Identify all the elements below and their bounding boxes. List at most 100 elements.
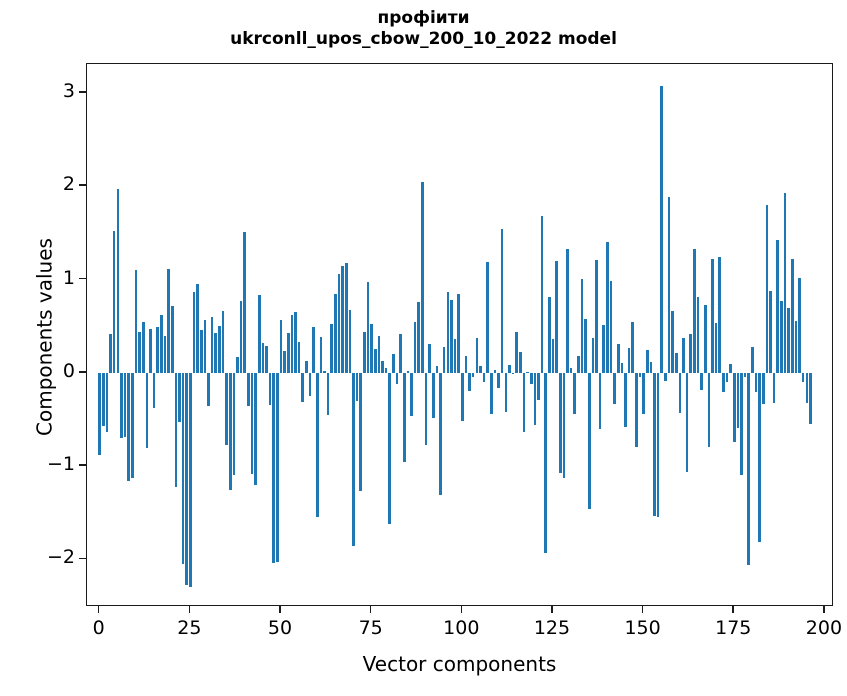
x-tick-mark xyxy=(823,606,825,613)
bar xyxy=(776,240,780,373)
bar xyxy=(660,86,664,373)
bar xyxy=(729,364,732,373)
bar xyxy=(696,297,700,373)
bar xyxy=(671,311,674,373)
y-tick-label: 2 xyxy=(62,173,75,196)
bar xyxy=(228,372,232,491)
bar xyxy=(312,327,315,373)
chart-title: профіити ukrconll_upos_cbow_200_10_2022 … xyxy=(0,8,847,50)
bar xyxy=(442,346,446,373)
bar xyxy=(279,319,283,373)
bar xyxy=(656,372,660,518)
bar xyxy=(653,372,656,516)
bar xyxy=(511,372,515,374)
bar xyxy=(323,370,326,373)
bar xyxy=(247,372,250,407)
bar xyxy=(406,370,410,373)
bar xyxy=(805,372,809,403)
y-tick-mark xyxy=(79,464,86,466)
x-tick-label: 125 xyxy=(533,617,571,639)
bar xyxy=(772,372,776,403)
bar xyxy=(515,331,518,373)
bar xyxy=(642,372,645,414)
bar xyxy=(214,332,218,373)
bar xyxy=(149,328,152,373)
bar xyxy=(410,372,413,416)
bar xyxy=(435,366,439,373)
bar xyxy=(225,372,228,445)
bar xyxy=(102,372,105,426)
bar xyxy=(627,347,631,373)
y-tick-label: 1 xyxy=(62,266,75,289)
bar xyxy=(315,372,319,518)
y-tick-mark xyxy=(79,557,86,560)
bar xyxy=(758,372,761,542)
bar xyxy=(355,372,359,401)
bar xyxy=(674,353,678,373)
bar xyxy=(769,290,772,373)
bar xyxy=(189,372,192,588)
bar xyxy=(330,324,334,373)
bar xyxy=(548,297,551,373)
bar xyxy=(493,370,497,373)
bar xyxy=(174,372,178,487)
x-tick-mark xyxy=(460,606,463,613)
y-tick-label: 0 xyxy=(62,359,75,382)
bar xyxy=(703,304,707,373)
bar xyxy=(163,335,167,373)
bar xyxy=(468,372,471,391)
x-tick-mark xyxy=(188,606,191,613)
x-tick-mark xyxy=(732,606,735,613)
bar xyxy=(780,300,783,373)
bar xyxy=(257,295,261,373)
bar xyxy=(504,372,508,412)
bar xyxy=(319,337,323,373)
y-tick-mark xyxy=(79,277,86,280)
bar xyxy=(203,319,207,373)
bar xyxy=(638,372,642,378)
bar xyxy=(616,343,620,373)
bar xyxy=(334,293,337,373)
bar xyxy=(105,372,109,432)
bar xyxy=(490,372,493,414)
bar xyxy=(598,372,602,429)
bar xyxy=(790,258,794,373)
bar xyxy=(798,277,801,373)
bar xyxy=(109,333,112,373)
bar xyxy=(127,372,130,482)
bar xyxy=(649,361,653,373)
bar xyxy=(631,322,635,373)
bar xyxy=(587,372,591,510)
bar xyxy=(392,354,395,373)
bar xyxy=(250,372,254,474)
bar xyxy=(326,372,330,415)
bar xyxy=(116,189,120,373)
bar xyxy=(210,316,214,373)
x-axis-label: Vector components xyxy=(362,652,557,676)
x-tick-mark xyxy=(641,606,644,613)
bar xyxy=(112,231,116,373)
bar xyxy=(424,372,428,445)
bar xyxy=(500,229,504,373)
bar xyxy=(591,338,595,373)
bar xyxy=(453,339,457,373)
bar xyxy=(428,343,431,373)
bar xyxy=(384,368,388,373)
bar xyxy=(573,372,577,414)
x-tick-label: 200 xyxy=(805,617,843,639)
bar xyxy=(134,270,138,373)
bar xyxy=(131,372,134,479)
bar xyxy=(685,372,689,472)
x-tick-label: 100 xyxy=(443,617,480,639)
bar xyxy=(236,356,239,373)
plot-axes xyxy=(86,63,833,606)
bar xyxy=(276,372,279,563)
bar xyxy=(341,265,344,373)
bar xyxy=(283,351,286,373)
bar xyxy=(479,366,482,373)
bar xyxy=(196,284,199,373)
y-tick-mark xyxy=(79,184,86,186)
bar xyxy=(740,372,743,476)
bar xyxy=(580,278,584,373)
